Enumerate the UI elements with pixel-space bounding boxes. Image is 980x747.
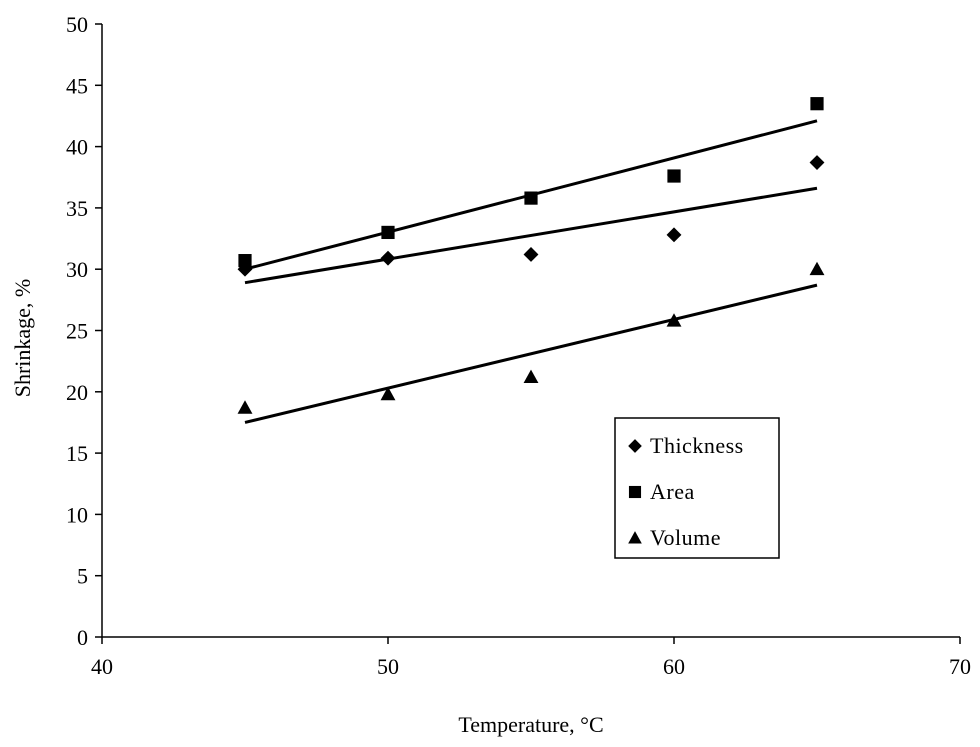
volume-legend-marker xyxy=(628,531,642,544)
x-tick-label: 60 xyxy=(663,654,685,679)
legend-label-area: Area xyxy=(650,479,695,504)
y-tick-label: 15 xyxy=(66,441,88,466)
volume-point xyxy=(666,313,682,327)
legend-label-thickness: Thickness xyxy=(650,433,744,458)
series-layer xyxy=(237,97,825,424)
area-legend-marker xyxy=(628,485,642,499)
legend-box xyxy=(614,417,780,559)
area-point xyxy=(381,225,395,240)
y-tick-label: 35 xyxy=(66,196,88,221)
y-tick-label: 25 xyxy=(66,319,88,344)
y-tick-label: 30 xyxy=(66,257,88,282)
thickness-legend-marker xyxy=(628,439,642,453)
legend: Thickness Area Volume xyxy=(614,417,780,559)
volume-point xyxy=(523,369,539,384)
y-axis-title: Shrinkage, % xyxy=(10,279,35,398)
y-tick-label: 0 xyxy=(77,625,88,650)
y-tick-label: 20 xyxy=(66,380,88,405)
area-point xyxy=(667,169,681,183)
area-point xyxy=(238,254,252,268)
volume-point xyxy=(237,400,253,414)
area-point xyxy=(524,191,538,205)
volume-trendline xyxy=(244,283,818,424)
legend-item-volume: Volume xyxy=(628,525,721,550)
plot-area xyxy=(101,24,960,638)
legend-label-volume: Volume xyxy=(650,525,721,550)
volume-point xyxy=(809,261,825,276)
y-tick-label: 50 xyxy=(66,12,88,37)
thickness-point xyxy=(523,247,539,262)
thickness-point xyxy=(809,155,825,170)
x-tick-label: 50 xyxy=(377,654,399,679)
series-thickness xyxy=(237,155,825,285)
area-point xyxy=(810,97,824,111)
x-axis-title: Temperature, °C xyxy=(458,712,603,737)
x-tick-label: 70 xyxy=(949,654,971,679)
y-tick-label: 45 xyxy=(66,73,88,98)
y-tick-label: 40 xyxy=(66,135,88,160)
series-volume xyxy=(237,261,825,424)
series-area xyxy=(238,97,824,271)
volume-point xyxy=(380,386,396,401)
x-axis: 40 50 60 70 xyxy=(91,637,971,679)
legend-item-area: Area xyxy=(628,479,695,504)
y-axis: 0 5 10 15 20 25 30 35 40 45 50 xyxy=(66,12,102,650)
thickness-point xyxy=(380,250,396,266)
x-tick-label: 40 xyxy=(91,654,113,679)
thickness-trendline xyxy=(244,186,818,285)
y-tick-label: 5 xyxy=(77,564,88,589)
thickness-point xyxy=(666,227,682,243)
legend-item-thickness: Thickness xyxy=(628,433,744,458)
y-tick-label: 10 xyxy=(66,502,88,527)
